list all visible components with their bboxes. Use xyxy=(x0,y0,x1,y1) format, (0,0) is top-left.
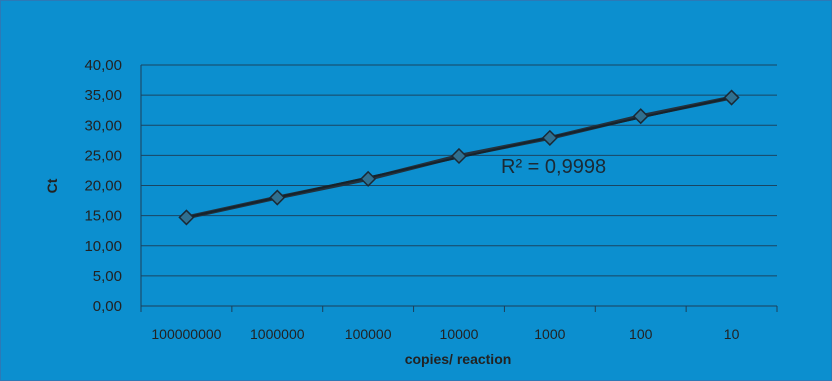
x-tick-label: 10 xyxy=(724,326,740,342)
data-point-marker xyxy=(450,147,468,165)
data-point-marker xyxy=(541,129,558,146)
label-layer: 0,00 5,00 10,00 15,00 20,00 25,00 30,00 35,00 40… xyxy=(84,57,739,342)
data-point-marker xyxy=(269,189,286,206)
data-point-marker xyxy=(178,209,195,226)
data-point-marker xyxy=(632,108,649,125)
y-tick-label: 20,00 xyxy=(84,178,122,195)
y-tick-label: 0,00 xyxy=(93,298,122,315)
y-tick-label: 25,00 xyxy=(84,147,122,164)
x-tick-label: 10000 xyxy=(440,326,479,342)
x-tick-label: 100 xyxy=(629,326,653,342)
data-point-marker xyxy=(723,89,740,106)
x-tick-label: 100000 xyxy=(345,326,392,342)
y-tick-label: 35,00 xyxy=(84,87,122,104)
series-layer xyxy=(178,89,740,226)
y-tick-label: 30,00 xyxy=(84,117,122,134)
x-tick-label: 100000000 xyxy=(151,326,221,342)
x-tick-label: 1000000 xyxy=(250,326,305,342)
y-tick-label: 40,00 xyxy=(84,57,122,74)
r-squared-annotation: R² = 0,9998 xyxy=(501,156,606,178)
y-tick-label: 15,00 xyxy=(84,208,122,225)
y-tick-label: 5,00 xyxy=(93,268,122,285)
y-axis-title: Ct xyxy=(44,178,60,193)
axis-layer xyxy=(140,65,778,312)
data-point-marker xyxy=(360,170,377,187)
x-tick-label: 1000 xyxy=(534,326,565,342)
grid-layer xyxy=(141,64,777,307)
y-tick-label: 10,00 xyxy=(84,238,122,255)
x-axis-title: copies/ reaction xyxy=(405,351,512,367)
